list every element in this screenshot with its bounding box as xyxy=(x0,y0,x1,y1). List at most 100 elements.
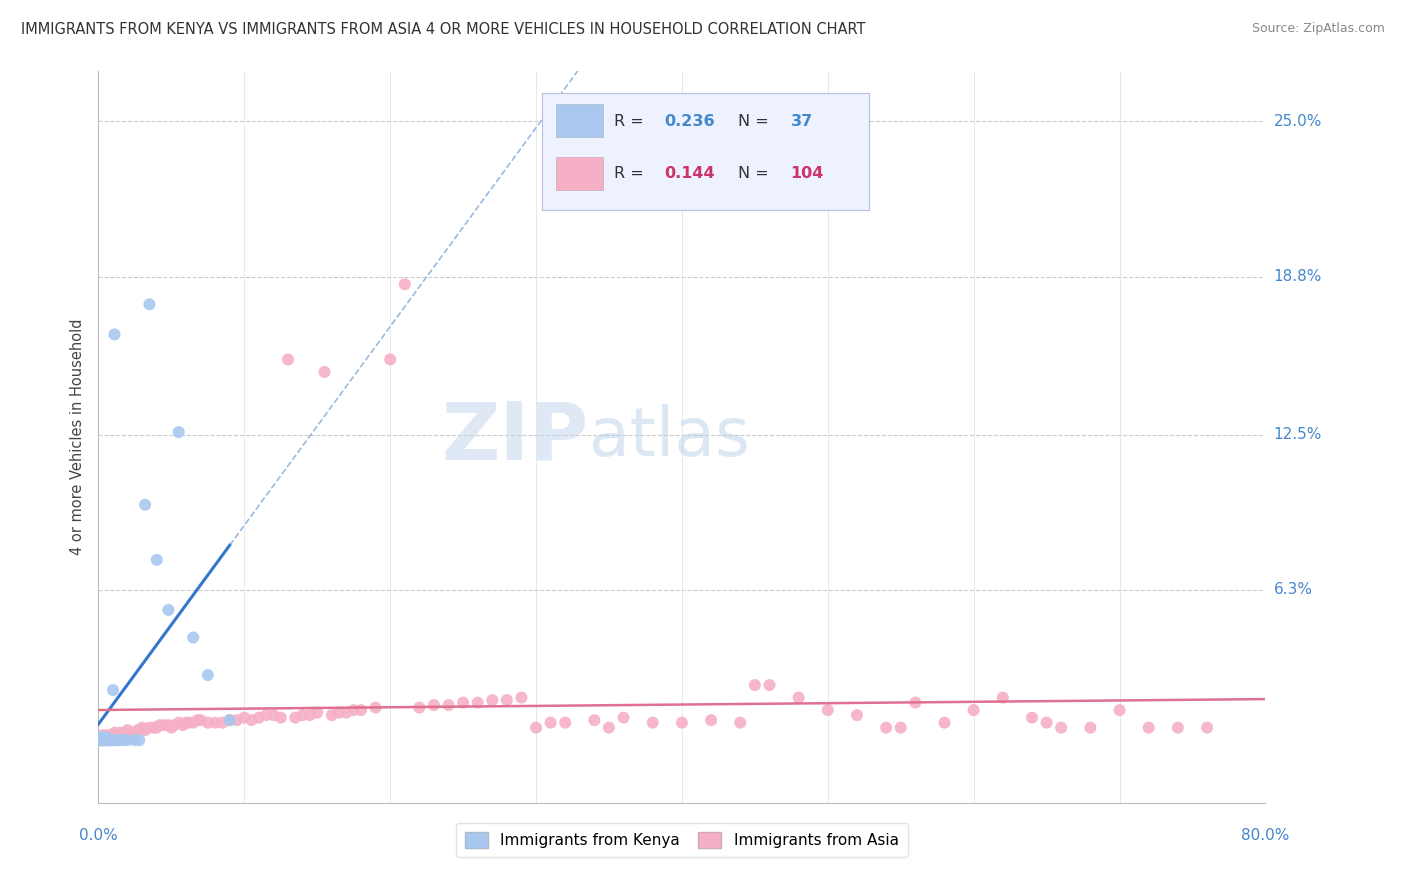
Point xyxy=(97,731,120,745)
Point xyxy=(90,731,112,745)
Point xyxy=(190,713,212,727)
Point xyxy=(101,683,124,698)
Point xyxy=(108,733,131,747)
Point xyxy=(1050,721,1073,735)
Point xyxy=(98,733,121,747)
Point xyxy=(142,721,165,735)
Point xyxy=(101,728,124,742)
Point xyxy=(146,721,169,735)
Text: ZIP: ZIP xyxy=(441,398,589,476)
Point xyxy=(157,718,180,732)
Point xyxy=(218,713,240,727)
Point xyxy=(247,711,270,725)
Point xyxy=(277,352,299,367)
Point xyxy=(787,690,810,705)
Point xyxy=(671,715,693,730)
Text: 0.236: 0.236 xyxy=(665,113,716,128)
Point xyxy=(93,731,115,745)
Point xyxy=(904,696,927,710)
Point xyxy=(160,721,183,735)
Point xyxy=(94,733,117,747)
Point xyxy=(1195,721,1218,735)
Text: N =: N = xyxy=(738,166,769,181)
Point xyxy=(100,733,122,747)
Point xyxy=(730,715,752,730)
Point xyxy=(226,713,249,727)
Point xyxy=(112,733,135,747)
Point xyxy=(846,708,869,723)
Point xyxy=(90,731,112,745)
Point xyxy=(554,715,576,730)
Point xyxy=(583,713,606,727)
Point xyxy=(211,715,233,730)
Point xyxy=(307,706,329,720)
Point xyxy=(104,728,127,742)
Point xyxy=(153,718,176,732)
Y-axis label: 4 or more Vehicles in Household: 4 or more Vehicles in Household xyxy=(70,318,86,556)
Point xyxy=(254,708,277,723)
FancyBboxPatch shape xyxy=(541,94,869,211)
Point xyxy=(700,713,723,727)
Point xyxy=(451,696,474,710)
Point xyxy=(394,277,416,292)
Point xyxy=(262,708,284,723)
Point xyxy=(204,715,226,730)
Point xyxy=(1035,715,1057,730)
Point xyxy=(138,721,160,735)
Point xyxy=(641,715,664,730)
Text: N =: N = xyxy=(738,113,769,128)
Point xyxy=(97,733,120,747)
Point xyxy=(89,731,111,745)
Text: R =: R = xyxy=(614,166,650,181)
Point xyxy=(962,703,984,717)
Point xyxy=(437,698,460,712)
Point xyxy=(321,708,343,723)
Point xyxy=(167,425,190,439)
Point xyxy=(91,733,114,747)
Point xyxy=(94,733,117,747)
Point xyxy=(1080,721,1102,735)
Point xyxy=(218,713,240,727)
Point xyxy=(91,733,114,747)
Point xyxy=(423,698,446,712)
Point xyxy=(105,728,128,742)
Point xyxy=(1021,711,1043,725)
Point xyxy=(120,728,142,742)
Point xyxy=(117,723,139,738)
Point xyxy=(124,728,146,742)
Point xyxy=(496,693,519,707)
Point xyxy=(128,733,150,747)
Point xyxy=(1137,721,1160,735)
Point xyxy=(991,690,1014,705)
Text: atlas: atlas xyxy=(589,404,749,470)
Point xyxy=(314,365,336,379)
Point xyxy=(1108,703,1130,717)
Point xyxy=(181,715,204,730)
Point xyxy=(335,706,357,720)
Point xyxy=(181,631,204,645)
Point xyxy=(111,731,134,745)
Point xyxy=(343,703,366,717)
Point xyxy=(197,668,219,682)
Text: 6.3%: 6.3% xyxy=(1274,582,1313,598)
Point xyxy=(233,711,256,725)
Point xyxy=(138,297,160,311)
Point xyxy=(744,678,766,692)
Point xyxy=(163,718,186,732)
Point xyxy=(612,711,634,725)
Point xyxy=(875,721,897,735)
Point xyxy=(110,725,132,739)
Point xyxy=(380,352,402,367)
Point xyxy=(167,715,190,730)
Point xyxy=(174,715,197,730)
Point xyxy=(105,733,128,747)
FancyBboxPatch shape xyxy=(555,104,603,137)
Point xyxy=(510,690,533,705)
Point xyxy=(408,700,430,714)
Point xyxy=(540,715,562,730)
Point xyxy=(364,700,387,714)
Text: 80.0%: 80.0% xyxy=(1241,828,1289,843)
Point xyxy=(103,725,125,739)
Point xyxy=(131,721,153,735)
Point xyxy=(197,715,219,730)
